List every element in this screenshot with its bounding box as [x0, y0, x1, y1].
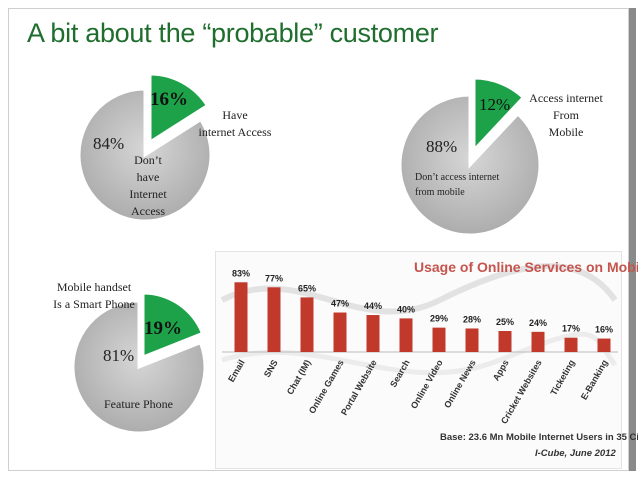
- pie1-rest-label-line: Internet: [129, 187, 167, 201]
- pie-slice-highlight: [141, 291, 205, 360]
- bar-value-label: 25%: [496, 317, 514, 327]
- bar-chart-base-note: Base: 23.6 Mn Mobile Internet Users in 3…: [440, 432, 638, 443]
- pie-internet-access: [77, 72, 213, 223]
- pie1-rest-label-line: have: [136, 170, 160, 184]
- decorative-swirl: [220, 263, 618, 315]
- pie3-rest-label: Feature Phone: [104, 396, 173, 413]
- pie-slice-highlight: [472, 76, 526, 154]
- pie3-highlight-label: Mobile handset Is a Smart Phone: [38, 279, 150, 313]
- pie-smartphone: [71, 291, 207, 435]
- pie2-highlight-label-line: From: [552, 108, 579, 122]
- bar: [234, 282, 248, 352]
- bar-value-label: 28%: [463, 314, 481, 324]
- pie2-highlight-label: Access internet From Mobile: [518, 90, 614, 141]
- slide-edge-bar: [629, 8, 636, 471]
- slide-frame: [8, 8, 629, 471]
- bar-value-label: 17%: [562, 324, 580, 334]
- bar: [267, 287, 281, 352]
- pie1-highlight-label-line: internet Access: [198, 125, 272, 139]
- pie1-rest-label-line: Don’t: [134, 153, 162, 167]
- bar: [531, 331, 545, 352]
- bar: [399, 318, 413, 352]
- pie2-highlight-label-line: Mobile: [548, 125, 584, 139]
- pie2-rest-label-line: Don’t access internet: [415, 172, 500, 183]
- pie1-highlight-label-line: Have: [222, 108, 248, 122]
- pie3-rest-pct: 81%: [103, 346, 135, 365]
- bar: [597, 338, 611, 352]
- slide-title: A bit about the “probable” customer: [27, 18, 439, 48]
- pie2-highlight-label-line: Access internet: [529, 91, 603, 105]
- pie3-highlight-label-line: Mobile handset: [56, 280, 132, 294]
- bar: [465, 328, 479, 352]
- pie-slice-highlight: [148, 72, 210, 145]
- decorative-swirl: [221, 331, 618, 376]
- pie1-highlight-pct: 16%: [150, 89, 188, 110]
- bar-chart-title: Usage of Online Services on Mobile: [414, 259, 638, 275]
- pie-mobile-internet: [398, 76, 542, 237]
- pie-slice-rest: [71, 299, 207, 435]
- pie2-highlight-pct: 12%: [479, 95, 511, 114]
- pie1-rest-label: Don’t have Internet Access: [120, 152, 176, 220]
- bar-value-label: 16%: [595, 325, 613, 335]
- bar: [333, 312, 347, 352]
- bar-value-label: 24%: [529, 318, 547, 328]
- bar: [366, 315, 380, 352]
- bar-value-label: 40%: [397, 304, 415, 314]
- pie1-rest-pct: 84%: [93, 134, 125, 153]
- bar-value-label: 65%: [298, 283, 316, 293]
- bar: [564, 337, 578, 352]
- bar-value-label: 44%: [364, 301, 382, 311]
- pie2-rest-label-line: from mobile: [415, 187, 465, 198]
- bar-value-label: 29%: [430, 314, 448, 324]
- bar: [432, 327, 446, 352]
- bar-chart-source: I-Cube, June 2012: [535, 448, 616, 459]
- bar: [498, 331, 512, 352]
- pie1-rest-label-line: Access: [131, 204, 165, 218]
- pie3-highlight-label-line: Is a Smart Phone: [53, 297, 135, 311]
- pie2-rest-label: Don’t access internet from mobile: [415, 170, 499, 200]
- bar-value-label: 77%: [265, 273, 283, 283]
- pie1-highlight-label: Have internet Access: [190, 107, 280, 141]
- pie3-rest-label-line: Feature Phone: [104, 397, 173, 411]
- bar-value-label: 47%: [331, 299, 349, 309]
- bar-value-label: 83%: [232, 268, 250, 278]
- pie2-rest-pct: 88%: [426, 137, 458, 156]
- bar: [300, 297, 314, 352]
- pie3-highlight-pct: 19%: [144, 318, 182, 339]
- pie-slice-rest: [77, 87, 213, 223]
- pie-slice-rest: [398, 93, 542, 237]
